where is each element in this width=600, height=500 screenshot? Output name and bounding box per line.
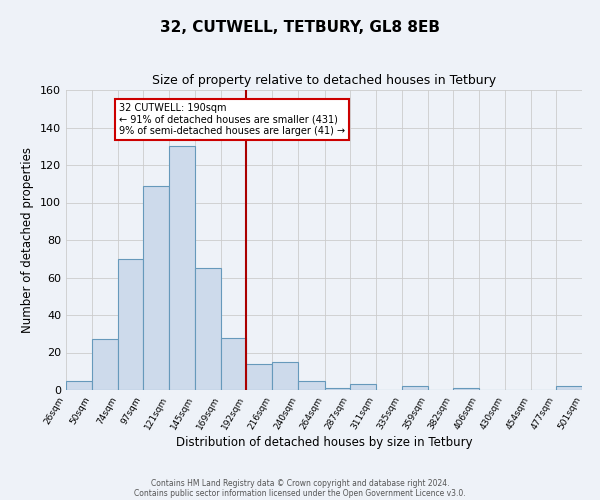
- Bar: [556, 386, 582, 390]
- Bar: [66, 380, 92, 390]
- Bar: [118, 259, 143, 390]
- Bar: [221, 338, 247, 390]
- Bar: [325, 388, 350, 390]
- Text: Contains HM Land Registry data © Crown copyright and database right 2024.: Contains HM Land Registry data © Crown c…: [151, 478, 449, 488]
- Bar: [401, 386, 428, 390]
- Y-axis label: Number of detached properties: Number of detached properties: [22, 147, 34, 333]
- Text: Contains public sector information licensed under the Open Government Licence v3: Contains public sector information licen…: [134, 488, 466, 498]
- Bar: [247, 364, 272, 390]
- X-axis label: Distribution of detached houses by size in Tetbury: Distribution of detached houses by size …: [176, 436, 472, 450]
- Bar: [169, 146, 195, 390]
- Bar: [350, 384, 376, 390]
- Bar: [143, 186, 169, 390]
- Bar: [453, 388, 479, 390]
- Text: 32 CUTWELL: 190sqm
← 91% of detached houses are smaller (431)
9% of semi-detache: 32 CUTWELL: 190sqm ← 91% of detached hou…: [119, 103, 346, 136]
- Text: 32, CUTWELL, TETBURY, GL8 8EB: 32, CUTWELL, TETBURY, GL8 8EB: [160, 20, 440, 35]
- Bar: [298, 380, 325, 390]
- Title: Size of property relative to detached houses in Tetbury: Size of property relative to detached ho…: [152, 74, 496, 88]
- Bar: [92, 340, 118, 390]
- Bar: [195, 268, 221, 390]
- Bar: [272, 362, 298, 390]
